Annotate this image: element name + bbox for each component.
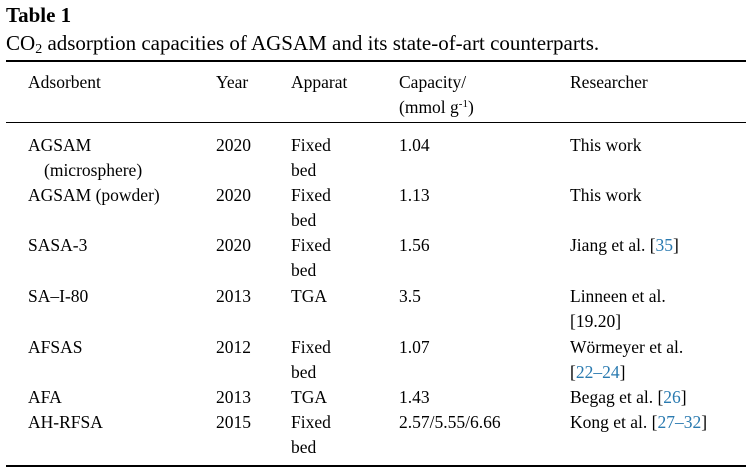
header-year: Year — [216, 72, 249, 92]
table-caption: CO2 adsorption capacities of AGSAM and i… — [6, 31, 600, 57]
table-cell-adsorbent: SASA-3 — [28, 235, 88, 255]
table-cell-year: 2012 — [216, 337, 251, 357]
table-bottom-rule — [6, 465, 746, 467]
table-cell-year: 2015 — [216, 412, 251, 432]
table-cell-year: 2020 — [216, 135, 251, 155]
table-cell-researcher: This work — [570, 185, 642, 205]
table-cell-apparat: Fixed bed — [291, 185, 331, 230]
table-cell-adsorbent: AGSAM (microsphere) — [28, 135, 143, 180]
table-cell-researcher: Linneen et al. [19.20] — [570, 286, 666, 331]
table-cell-year: 2020 — [216, 235, 251, 255]
table-top-rule — [6, 60, 746, 62]
header-researcher: Researcher — [570, 72, 648, 92]
table-cell-apparat: Fixed bed — [291, 235, 331, 280]
table-cell-adsorbent: AH-RFSA — [28, 412, 103, 432]
table-cell-capacity: 1.13 — [399, 185, 430, 205]
table-cell-researcher: Kong et al. [27–32] — [570, 412, 708, 432]
table-cell-adsorbent: AFA — [28, 387, 62, 407]
table-cell-capacity: 1.43 — [399, 387, 430, 407]
table-cell-year: 2020 — [216, 185, 251, 205]
header-capacity: Capacity/ (mmol g-1) — [399, 72, 474, 117]
table-cell-apparat: TGA — [291, 286, 327, 306]
table-cell-apparat: TGA — [291, 387, 327, 407]
table-cell-capacity: 1.56 — [399, 235, 430, 255]
table-header-rule — [6, 122, 746, 123]
table-cell-researcher: Wörmeyer et al. [22–24] — [570, 337, 684, 382]
table-cell-apparat: Fixed bed — [291, 135, 331, 180]
table-cell-apparat: Fixed bed — [291, 412, 331, 457]
table-cell-year: 2013 — [216, 286, 251, 306]
table-cell-capacity: 2.57/5.55/6.66 — [399, 412, 501, 432]
table-cell-capacity: 1.07 — [399, 337, 430, 357]
table-cell-adsorbent: AFSAS — [28, 337, 83, 357]
table-cell-adsorbent: SA–I-80 — [28, 286, 89, 306]
table-cell-year: 2013 — [216, 387, 251, 407]
header-adsorbent: Adsorbent — [28, 72, 101, 92]
table-cell-researcher: Begag et al. [26] — [570, 387, 687, 407]
header-apparat: Apparat — [291, 72, 348, 92]
citation-link[interactable]: 22–24 — [575, 362, 620, 382]
table-label: Table 1 — [6, 3, 72, 27]
citation-link[interactable]: 27–32 — [657, 412, 702, 432]
table-cell-adsorbent: AGSAM (powder) — [28, 185, 160, 205]
table-cell-capacity: 1.04 — [399, 135, 430, 155]
table-cell-capacity: 3.5 — [399, 286, 421, 306]
citation-link[interactable]: 26 — [663, 387, 681, 407]
table-cell-researcher: This work — [570, 135, 642, 155]
table-cell-apparat: Fixed bed — [291, 337, 331, 382]
citation-link[interactable]: 35 — [655, 235, 674, 255]
table-cell-researcher: Jiang et al. [35] — [570, 235, 679, 255]
